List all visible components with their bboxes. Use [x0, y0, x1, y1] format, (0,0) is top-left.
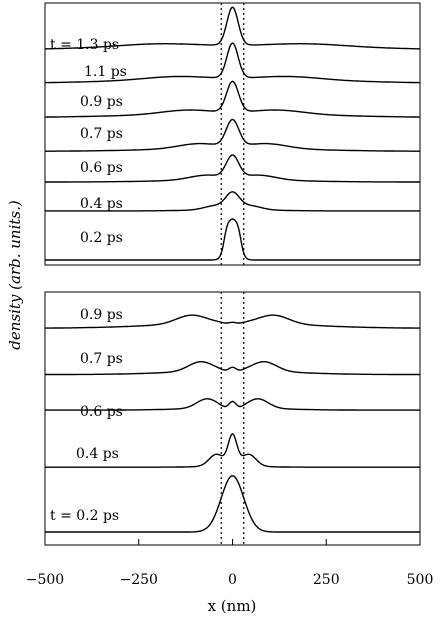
curve-label: 0.9 ps	[80, 307, 123, 323]
x-axis-ticks: −500 −250 0 250 500	[26, 539, 434, 588]
curve-label: 0.7 ps	[80, 351, 123, 367]
y-axis-title: density (arb. units.)	[6, 200, 24, 350]
x-axis-title: x (nm)	[208, 597, 257, 615]
top-panel-dashed-lines	[220, 3, 245, 265]
bottom-panel-curves	[45, 314, 420, 533]
bottom-panel-dashed-lines	[220, 292, 245, 545]
density-curve	[45, 433, 420, 468]
density-curve	[45, 314, 420, 329]
x-tick-label: 0	[228, 572, 237, 588]
curve-label: 0.6 ps	[80, 404, 123, 420]
density-curve	[45, 475, 420, 533]
x-tick-label: −250	[120, 572, 158, 588]
top-panel-frame	[44, 2, 421, 266]
density-curve	[45, 6, 420, 50]
curve-label: 0.4 ps	[80, 196, 123, 212]
curve-label: 0.9 ps	[80, 94, 123, 110]
density-curve	[45, 118, 420, 152]
density-curve	[45, 191, 420, 212]
density-curve	[45, 80, 420, 118]
curve-label: 0.2 ps	[80, 230, 123, 246]
x-tick-label: 500	[407, 572, 434, 588]
curve-label: 0.7 ps	[80, 126, 123, 142]
density-curve	[45, 361, 420, 376]
density-curve	[45, 218, 420, 261]
curve-label: 0.4 ps	[76, 446, 119, 462]
x-tick-label: −500	[26, 572, 64, 588]
top-panel-labels: 0.2 ps 0.4 ps 0.6 ps 0.7 ps 0.9 ps 1.1 ps t = …	[50, 37, 127, 246]
top-panel: 0.2 ps 0.4 ps 0.6 ps 0.7 ps 0.9 ps 1.1 ps t = …	[44, 2, 421, 266]
density-curve	[45, 42, 420, 84]
bottom-panel: t = 0.2 ps0.4 ps0.6 ps0.7 ps0.9 ps −500−…	[26, 291, 434, 588]
bottom-panel-labels: t = 0.2 ps 0.4 ps 0.6 ps 0.7 ps 0.9 ps	[50, 307, 123, 524]
curve-label: 1.1 ps	[84, 64, 127, 80]
x-tick-label: 250	[313, 572, 340, 588]
curve-label: t = 1.3 ps	[50, 37, 119, 53]
density-curve	[45, 398, 420, 411]
curve-label: t = 0.2 ps	[50, 508, 119, 524]
top-panel-curves	[45, 6, 420, 261]
curve-label: 0.6 ps	[80, 160, 123, 176]
density-curve	[45, 154, 420, 183]
